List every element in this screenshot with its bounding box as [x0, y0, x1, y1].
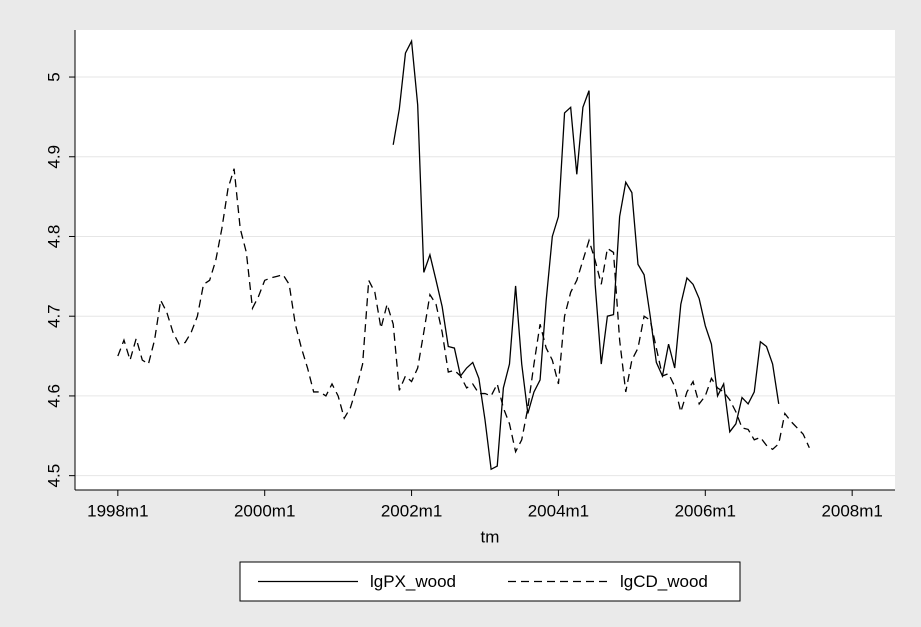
data-line: [392, 38, 780, 471]
y-tick-label: 5: [44, 72, 63, 81]
x-tick-label: 2002m1: [381, 501, 442, 520]
legend-label: lgPX_wood: [370, 572, 456, 591]
x-tick-label: 2004m1: [528, 501, 589, 520]
x-tick-label: 2008m1: [821, 501, 882, 520]
x-axis-title: tm: [481, 527, 500, 546]
y-tick-label: 4.5: [44, 464, 63, 488]
x-tick-label: 1998m1: [87, 501, 148, 520]
y-tick-label: 4.6: [44, 384, 63, 408]
plot-area: [75, 30, 895, 490]
x-tick-label: 2000m1: [234, 501, 295, 520]
y-tick-label: 4.7: [44, 304, 63, 328]
y-tick-label: 4.8: [44, 225, 63, 249]
x-tick-label: 2006m1: [675, 501, 736, 520]
legend-label: lgCD_wood: [620, 572, 708, 591]
y-tick-label: 4.9: [44, 145, 63, 169]
